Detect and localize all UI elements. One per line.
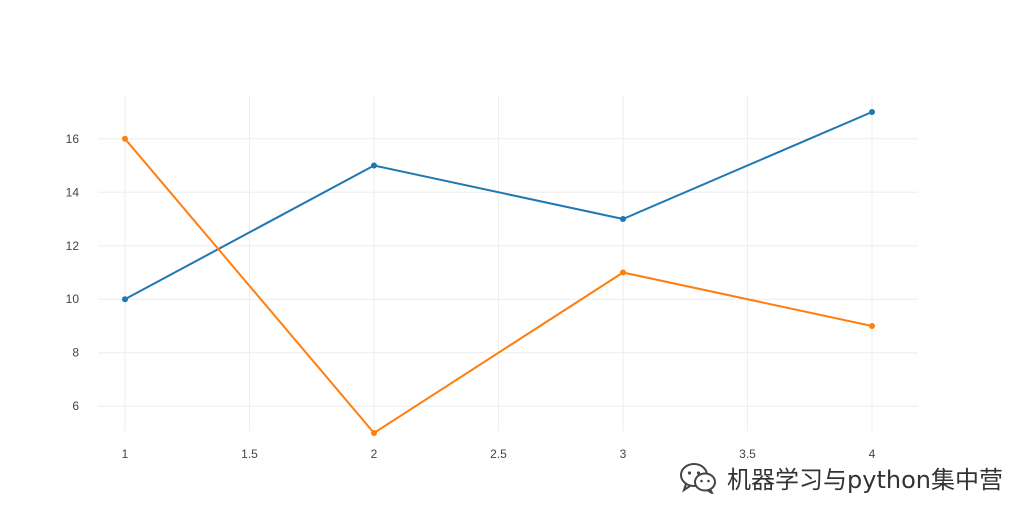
watermark-text: 机器学习与python集中营 <box>727 466 1003 494</box>
series-1-point[interactable] <box>620 216 626 223</box>
series-1-point[interactable] <box>371 162 377 169</box>
y-tick-label: 14 <box>66 185 80 199</box>
x-tick-label: 1 <box>122 447 129 461</box>
series-2-point[interactable] <box>122 135 128 142</box>
y-tick-label: 12 <box>66 239 80 253</box>
series-2-point[interactable] <box>371 429 377 436</box>
y-tick-label: 8 <box>72 346 79 360</box>
x-tick-label: 2 <box>371 447 378 461</box>
y-tick-label: 6 <box>72 399 79 413</box>
series-1-point[interactable] <box>869 109 875 116</box>
series-1-line <box>124 111 873 301</box>
series-2-point[interactable] <box>869 322 875 329</box>
x-tick-label: 2.5 <box>490 447 507 461</box>
grid-layer <box>98 96 918 431</box>
x-tick-label: 4 <box>869 447 876 461</box>
x-tick-label: 1.5 <box>241 447 258 461</box>
x-tick-label: 3 <box>620 447 627 461</box>
y-tick-label: 16 <box>66 132 80 146</box>
x-tick-label: 3.5 <box>739 447 756 461</box>
watermark: 机器学习与python集中营 <box>679 460 1003 496</box>
series-2-point[interactable] <box>620 269 626 276</box>
tick-layer: 1 1.5 2 2.5 3 3.5 4 6 8 10 12 14 16 <box>66 132 876 461</box>
series-layer <box>122 109 875 436</box>
wechat-icon <box>679 462 717 496</box>
series-2-line <box>124 138 873 434</box>
y-tick-label: 10 <box>66 292 80 306</box>
series-1-point[interactable] <box>122 296 128 303</box>
